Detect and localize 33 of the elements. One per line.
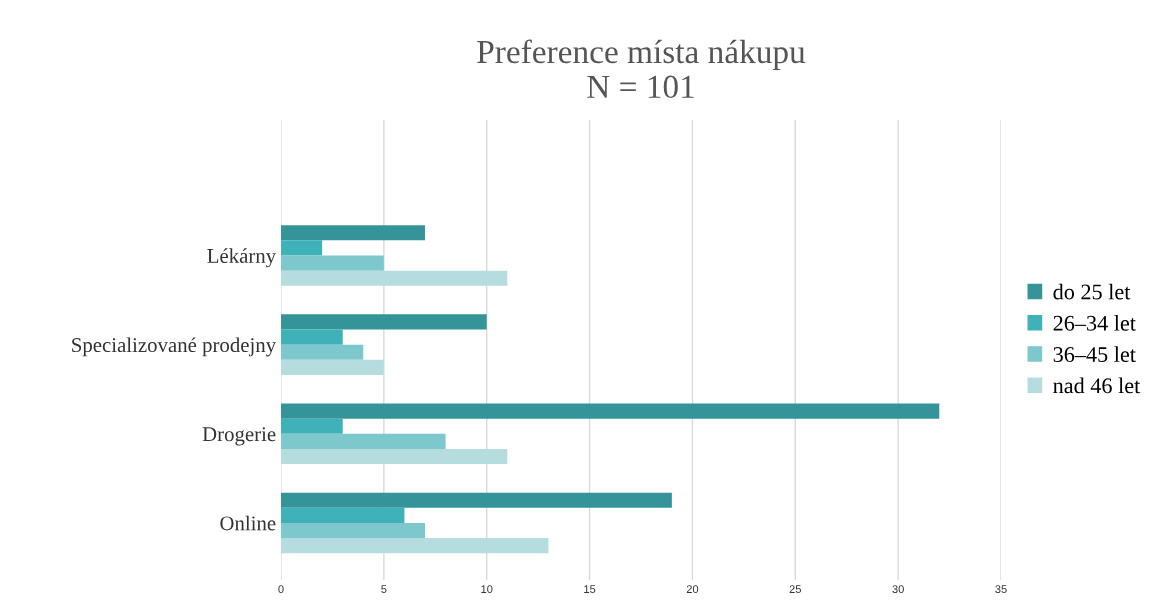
bar [281,403,940,419]
y-tick-label: Lékárny [207,248,277,268]
bar [281,538,549,554]
bar [281,314,487,330]
legend-label: 36–45 let [1053,346,1136,362]
bar [281,270,508,286]
x-tick-label: 30 [892,585,904,594]
bar [281,225,425,241]
chart-title: Preference místa nákupu N = 101 [477,39,806,99]
bar [281,507,405,523]
x-tick-label: 25 [789,585,801,594]
x-tick-label: 0 [278,585,284,594]
bar [281,492,672,508]
bar [281,433,446,449]
x-tick-label: 10 [481,585,493,594]
legend-label: nad 46 let [1053,377,1141,394]
y-tick-label: Specializované prodejny [72,337,277,357]
bar [281,448,508,465]
x-tick-label: 5 [381,585,387,594]
y-tick-label: Online [220,515,276,531]
bar [281,240,323,256]
x-tick-label: 20 [686,585,699,594]
bar [281,359,384,375]
y-tick-label: Drogerie [202,427,276,446]
legend-label: 26–34 let [1053,315,1136,331]
bar [281,255,384,271]
legend-label: do 25 let [1053,283,1131,300]
bar [281,344,364,360]
bar [281,418,343,434]
x-tick-label: 15 [584,585,596,594]
bar [281,329,343,345]
bar [281,522,425,539]
x-tick-label: 35 [995,585,1007,594]
